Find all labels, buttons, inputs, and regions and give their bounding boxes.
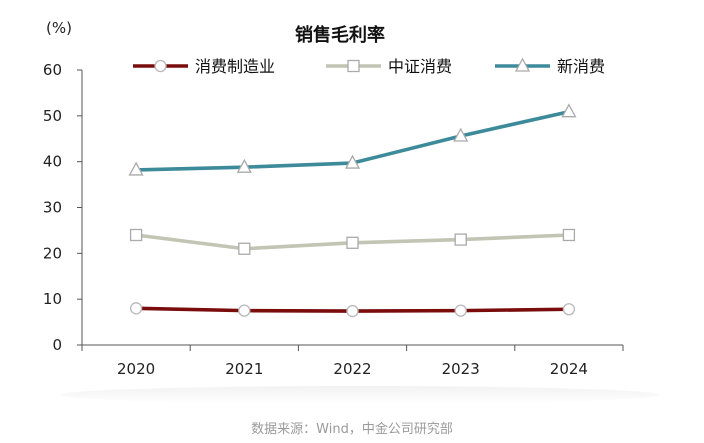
data-point <box>562 303 576 316</box>
source-note: 数据来源：Wind，中金公司研究部 <box>251 422 453 437</box>
series-2 <box>128 103 577 176</box>
x-tick-label: 2021 <box>225 360 263 378</box>
y-tick-label: 50 <box>43 107 62 125</box>
legend-item: 中证消费 <box>326 57 452 76</box>
data-point <box>453 127 469 142</box>
baseline-shadow <box>60 386 660 404</box>
legend-label: 中证消费 <box>388 57 452 76</box>
data-point <box>454 304 467 317</box>
y-tick-label: 60 <box>43 61 62 79</box>
y-tick-label: 30 <box>43 199 62 217</box>
y-tick-label: 20 <box>43 244 62 262</box>
y-unit-label: (%) <box>46 19 72 37</box>
series-1 <box>129 228 576 255</box>
x-tick-label: 2020 <box>117 360 155 378</box>
legend-item: 消费制造业 <box>133 57 275 76</box>
y-tick-label: 40 <box>43 153 62 171</box>
legend-marker <box>154 59 167 73</box>
data-point <box>128 161 144 176</box>
data-point <box>129 228 143 242</box>
axes: 0 10 20 30 40 50 60 2020 2021 2022 2023 2024 <box>43 61 624 378</box>
legend-item: 新消费 <box>495 57 605 76</box>
data-point <box>238 242 251 255</box>
legend-label: 消费制造业 <box>195 57 275 76</box>
data-point <box>344 154 361 169</box>
series-layer <box>128 103 577 318</box>
y-tick-label: 10 <box>43 290 62 308</box>
y-tick-label: 0 <box>52 336 62 354</box>
data-point <box>238 304 251 317</box>
line-chart: (%) 销售毛利率 消费制造业 中证消费 新消费 0 10 20 30 40 50 60 2020… <box>43 19 624 378</box>
data-point <box>454 233 467 246</box>
x-tick-label: 2023 <box>442 360 480 378</box>
x-tick-label: 2024 <box>550 360 588 378</box>
legend-label: 新消费 <box>557 57 605 76</box>
series-0 <box>129 302 576 318</box>
legend-marker <box>347 59 360 73</box>
data-point <box>236 158 252 173</box>
data-point <box>561 103 577 118</box>
legend: 消费制造业 中证消费 新消费 <box>133 57 605 76</box>
x-tick-label: 2022 <box>333 360 371 378</box>
data-point <box>562 228 576 242</box>
chart-title: 销售毛利率 <box>295 24 385 46</box>
data-point <box>346 304 359 318</box>
data-point <box>346 236 359 249</box>
legend-marker <box>514 57 531 72</box>
data-point <box>129 302 143 315</box>
